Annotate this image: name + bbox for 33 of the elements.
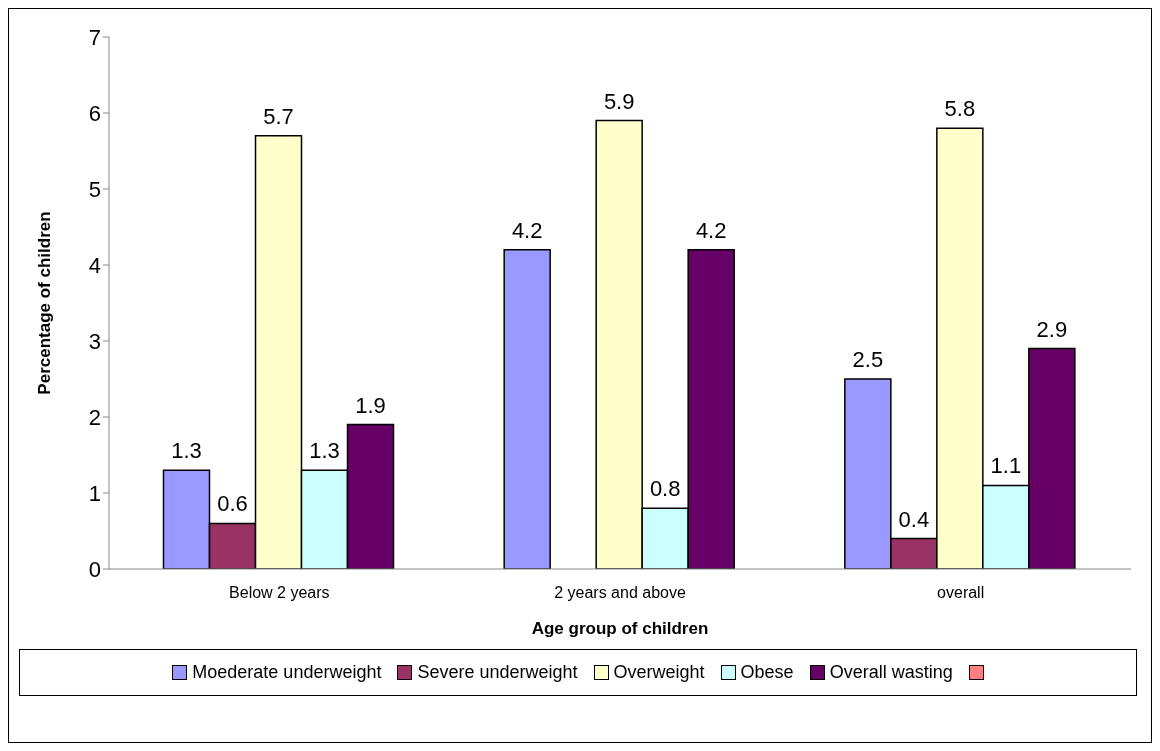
x-tick-label: overall — [937, 584, 985, 602]
y-tick-label: 5 — [88, 176, 101, 202]
data-label: 0.4 — [898, 506, 930, 532]
data-label: 5.7 — [263, 103, 294, 129]
data-label: 1.3 — [309, 438, 340, 464]
y-tick-label: 2 — [88, 404, 101, 430]
legend-label: Severe underweight — [417, 662, 578, 683]
x-axis-title: Age group of children — [531, 619, 709, 638]
data-label: 2.9 — [1036, 316, 1068, 342]
y-tick-label: 0 — [88, 556, 101, 582]
data-label: 0.6 — [217, 491, 248, 517]
x-tick-label: Below 2 years — [229, 584, 330, 602]
data-label: 2.5 — [852, 347, 884, 372]
y-tick-label: 7 — [88, 24, 101, 50]
data-label: 4.2 — [695, 217, 727, 243]
y-axis-title: Percentage of children — [35, 211, 55, 395]
legend-label: Obese — [740, 662, 794, 683]
data-label: 0.8 — [649, 476, 681, 502]
bar — [503, 249, 551, 569]
legend-label: Moederate underweight — [192, 662, 382, 683]
data-label: 1.3 — [171, 438, 202, 464]
legend-label: Overweight — [613, 662, 705, 683]
data-label: 5.8 — [944, 96, 976, 122]
data-label: 1.1 — [990, 453, 1022, 479]
y-tick-label: 1 — [88, 480, 101, 506]
data-label: 5.9 — [603, 88, 635, 114]
legend-label: Overall wasting — [829, 662, 953, 683]
x-tick-label: 2 years and above — [554, 584, 686, 602]
y-tick-label: 3 — [88, 328, 101, 354]
y-tick-label: 4 — [88, 252, 101, 278]
y-tick-label: 6 — [88, 100, 101, 126]
data-label: 4.2 — [511, 217, 543, 243]
data-label: 1.9 — [355, 392, 386, 418]
